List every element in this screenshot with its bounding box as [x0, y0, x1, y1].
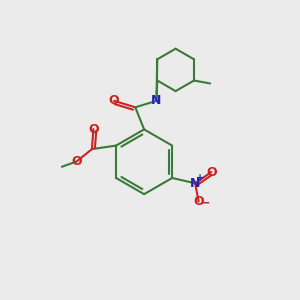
- Text: O: O: [71, 155, 82, 168]
- Text: N: N: [151, 94, 162, 107]
- Text: +: +: [196, 173, 205, 183]
- Text: O: O: [88, 123, 99, 136]
- Text: O: O: [206, 166, 217, 178]
- Text: O: O: [109, 94, 119, 107]
- Text: O: O: [193, 195, 204, 208]
- Text: N: N: [190, 177, 200, 190]
- Text: −: −: [200, 196, 210, 209]
